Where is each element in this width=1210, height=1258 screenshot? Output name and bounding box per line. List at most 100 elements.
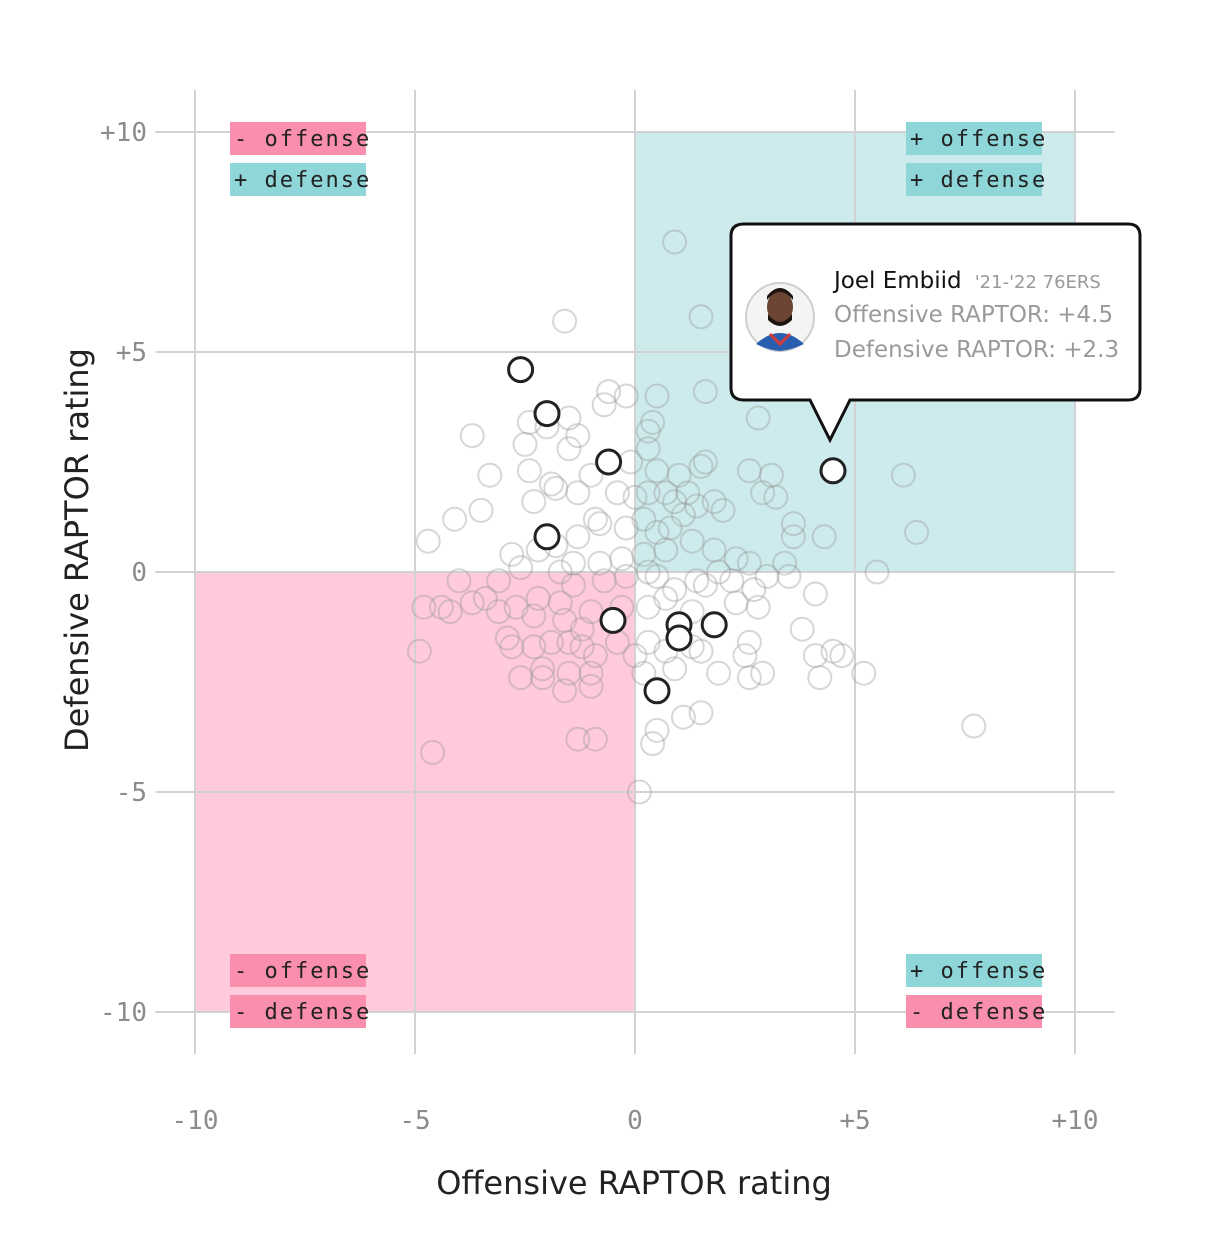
background-point [662,577,688,603]
quadrant-tag-text: - defense [910,1000,1047,1025]
background-point [635,594,661,620]
quadrant-tag-text: - offense [234,127,371,152]
background-point [644,563,670,589]
highlighted-point[interactable] [665,624,693,652]
background-point [736,629,762,655]
background-point [631,660,657,686]
x-tick-label-5: +5 [839,1106,870,1136]
background-point [503,594,529,620]
y-tick-label-10: +10 [100,118,147,148]
background-point [508,665,534,691]
background-point [565,524,591,550]
background-point [776,563,802,589]
background-point [486,599,512,625]
x-tick-label-10: +10 [1052,1106,1099,1136]
background-point [622,484,648,510]
background-point [684,568,710,594]
background-point [560,550,586,576]
background-point [745,594,771,620]
background-point [829,643,855,669]
background-point [851,660,877,686]
background-point [406,638,432,664]
background-point [552,308,578,334]
background-point [758,462,784,488]
background-point [609,546,635,572]
background-point [763,484,789,510]
background-point [750,480,776,506]
background-point [750,660,776,686]
background-point [556,660,582,686]
background-point [477,462,503,488]
x-tick-label-m5: -5 [399,1106,430,1136]
background-point [635,418,661,444]
background-point [644,519,670,545]
tooltip-player-name: Joel Embiid [832,268,962,294]
background-point [521,634,547,660]
highlighted-point[interactable] [533,400,561,428]
background-point [472,585,498,611]
highlighted-point[interactable] [599,606,627,634]
quadrant-label-bottom-right: + offense - defense [906,954,1047,1028]
background-point [719,568,745,594]
highlighted-point[interactable] [819,457,847,485]
background-point [692,572,718,598]
background-point [543,475,569,501]
y-axis-ticks: +10 +5 0 -5 -10 [100,118,147,1028]
background-point [552,607,578,633]
highlighted-point[interactable] [700,611,728,639]
background-point [442,506,468,532]
background-point [706,559,732,585]
highlighted-points [507,356,847,705]
background-points [406,229,987,805]
quadrant-tag-bg [906,122,1042,155]
background-point [512,431,538,457]
background-point [807,665,833,691]
background-point [516,458,542,484]
background-point [745,405,771,431]
background-point [437,599,463,625]
background-point [736,665,762,691]
background-point [644,458,670,484]
background-point [904,519,930,545]
background-point [670,704,696,730]
background-point [560,572,586,598]
background-point [428,594,454,620]
background-point [468,497,494,523]
background-point [569,634,595,660]
background-point [635,559,661,585]
background-point [692,379,718,405]
background-point [613,563,639,589]
background-point [530,656,556,682]
background-point [666,462,692,488]
background-point [736,458,762,484]
background-point [565,726,591,752]
background-point [622,643,648,669]
background-point [679,528,705,554]
x-axis-title: Offensive RAPTOR rating [436,1164,832,1202]
background-point [631,541,657,567]
background-point [772,550,798,576]
highlighted-point[interactable] [643,677,671,705]
background-point [780,511,806,537]
background-point [653,585,679,611]
background-point [890,462,916,488]
background-point [662,656,688,682]
highlighted-point[interactable] [533,523,561,551]
highlighted-point[interactable] [595,448,623,476]
svg-text:Joel Embiid '21-'22 76ER: Joel Embiid '21-'22 76ERS [832,268,1101,294]
highlighted-point[interactable] [507,356,535,384]
background-point [692,449,718,475]
quadrant-label-top-right: + offense + defense [906,122,1047,196]
quadrant-tag-bg [230,122,366,155]
tooltip-box [729,222,1142,444]
background-point [723,546,749,572]
background-point [657,515,683,541]
background-point [811,524,837,550]
background-point [508,555,534,581]
background-point [820,638,846,664]
tooltip-defense: Defensive RAPTOR: +2.3 [834,337,1119,363]
background-point [741,577,767,603]
quadrant-tag-text: + offense [910,127,1047,152]
y-tick-label-5: +5 [116,338,147,368]
background-point [613,383,639,409]
